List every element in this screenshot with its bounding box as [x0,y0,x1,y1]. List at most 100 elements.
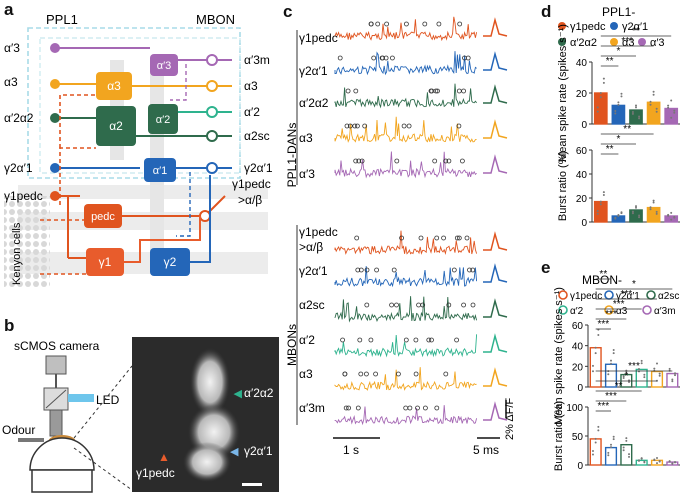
trace-line [334,51,477,76]
spike-marker [384,21,389,27]
camera-label: sCMOS camera [14,339,100,353]
compartment-g1 [86,248,124,276]
data-point [622,375,625,378]
spike-marker [457,21,463,27]
trace-label: α′3m [299,401,325,415]
data-point [596,110,599,113]
data-point [668,460,671,463]
y-tick-label: 40 [576,58,588,69]
trace-label: γ1pedc [299,225,338,239]
data-point [655,107,658,110]
data-point [597,333,600,336]
legend-label: γ2α′1 [616,291,640,302]
trace-line [334,367,477,391]
data-point [658,374,661,377]
left-label: γ1pedc [4,189,43,203]
data-point [643,376,646,379]
data-point [655,210,658,213]
spike-marker [443,158,449,164]
panel-label-e: e [541,258,551,277]
spike-marker [406,123,412,129]
spike-marker [422,405,428,411]
data-point [631,210,634,213]
scale-bar [242,483,262,486]
data-point [607,454,610,457]
bar [646,206,661,223]
trace-label: γ2α′1 [299,264,328,278]
group-label-mbons: MBONs [285,324,299,366]
data-point [594,437,597,440]
y-tick-label: 0 [577,383,583,394]
data-point [612,438,615,441]
data-point [670,116,673,119]
bar [635,459,648,466]
data-point [653,458,656,461]
data-point [670,211,673,214]
spike-marker [399,235,404,241]
spike-marker [416,302,422,308]
setup-schematic: sCMOS camera LED Odour [2,339,133,493]
data-point [643,373,646,376]
data-point [640,457,643,460]
legend-marker [642,305,652,315]
lobe-band [18,252,268,274]
spike-marker [394,158,400,164]
data-point [673,109,676,112]
spike-average [483,51,508,71]
trace-line [334,266,478,288]
data-point [670,99,673,102]
image-label: γ1pedc [136,466,175,480]
spike-marker [364,371,369,377]
spike-marker [459,158,465,164]
mbon-header: MBON [196,12,235,27]
left-label: γ2α′1 [4,161,33,175]
data-point [591,370,594,373]
spike-marker [470,267,476,273]
legend-label: γ1pedc [570,291,602,302]
data-point [596,210,599,213]
spike-marker [441,235,447,241]
trace-label: α2sc [299,298,325,312]
data-point [670,218,673,221]
data-point [617,103,620,106]
spike-marker [357,337,363,343]
compartment-a3 [96,72,132,100]
image-label: α′2α2 [244,386,274,400]
svg-text:γ2: γ2 [164,255,177,269]
spike-marker [355,405,361,411]
data-point [614,216,617,219]
data-point [628,381,631,384]
data-point [612,435,615,438]
data-point [656,462,658,465]
legend-marker [610,38,618,46]
significance-label: *** [605,391,617,402]
legend-marker [604,290,614,300]
trace-label: α′2α2 [299,96,329,110]
spike-marker [435,88,440,94]
ball-icon [29,437,95,471]
significance-label: *** [620,289,632,300]
data-point [635,106,637,109]
legend-label: α′2 [570,306,584,317]
spike-average [483,84,508,104]
data-point [607,373,610,376]
spike-marker [461,88,467,94]
spike-marker [464,235,470,241]
lobe-band [18,185,268,199]
ppl1-region [27,27,241,179]
spike-marker [446,302,452,308]
significance-label: * [632,279,636,290]
data-point [640,362,643,365]
legend-d: γ1pedc γ2α′1α′2α2 α3 α′3 [558,21,665,49]
group-label-dans: PPL1-DANs [285,123,299,188]
data-point [612,352,615,355]
data-point [668,367,671,370]
spike-marker [391,267,397,273]
spike-marker [461,302,467,308]
trace-label: α3 [299,131,313,145]
compartment-pedc [84,204,122,228]
spike-marker [456,88,462,94]
ppl1-axons [40,43,150,275]
ms-scale-label: 5 ms [473,443,499,457]
legend-label: α2sc [658,291,679,302]
